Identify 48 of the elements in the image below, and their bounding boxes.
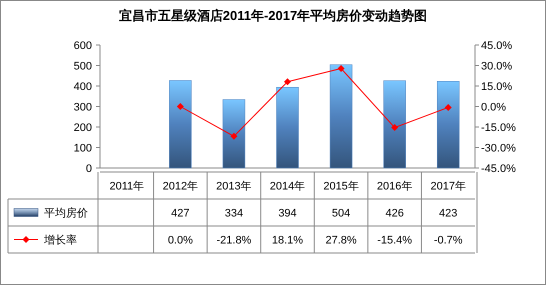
bar [222,99,246,168]
point [391,124,398,132]
point [444,104,452,111]
x-tick-label: 2013年 [216,180,252,192]
legend-label: 平均房价 [44,206,88,220]
y-tick-label: 0 [86,162,92,175]
data-label: -0.7% [434,234,463,246]
x-tick-label: 2011年 [109,180,144,192]
point [338,65,345,72]
data-label: 18.1% [272,234,304,246]
y-tick-label: 100 [74,142,92,154]
data-label: 427 [171,207,190,220]
chart-title: 宜昌市五星级酒店2011年-2017年平均房价变动趋势图 [118,8,428,23]
x-tick-label: 2016年 [376,180,412,192]
y2-tick-label: 45.0% [481,40,512,52]
x-tick-label: 2015年 [323,180,359,192]
bar [169,80,192,168]
data-label: 423 [439,207,458,220]
data-label: 394 [278,207,297,220]
data-label: -15.4% [377,234,412,246]
bar [436,81,460,168]
y-tick-label: 300 [74,101,92,114]
legend-label: 增长率 [43,233,77,246]
x-tick-label: 2014年 [270,180,306,192]
x-tick-label: 2017年 [430,180,466,192]
bar [276,86,299,168]
y2-tick-label: -15.0% [481,122,516,134]
data-label: 0.0% [168,234,194,246]
data-label: 504 [332,207,350,220]
y2-tick-label: 15.0% [481,80,512,93]
point [176,103,184,110]
y2-tick-label: -45.0% [481,162,516,175]
y2-tick-label: 0.0% [481,101,506,114]
data-label: 426 [385,207,404,220]
bar [330,64,352,168]
data-label: 27.8% [325,234,357,246]
data-label: 334 [224,207,244,220]
point [230,132,238,140]
y-tick-label: 500 [74,60,92,72]
bar [383,80,406,168]
y2-tick-label: -30.0% [481,142,516,154]
x-tick-label: 2012年 [162,180,198,192]
y-tick-label: 600 [74,40,92,52]
y-tick-label: 200 [74,122,92,134]
y-tick-label: 400 [74,80,92,93]
y2-tick-label: 30.0% [481,60,512,72]
data-label: -21.8% [216,234,252,246]
point [284,78,291,86]
